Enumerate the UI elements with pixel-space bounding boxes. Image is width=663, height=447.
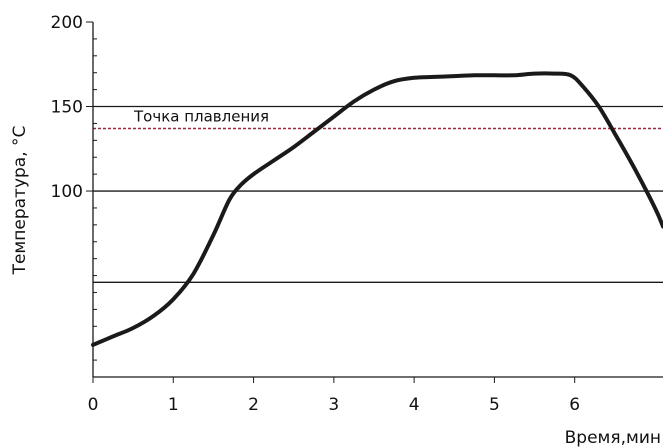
data-point-27 [597, 105, 600, 108]
x-tick-label-5: 5 [489, 395, 500, 415]
data-point-26 [581, 85, 584, 88]
data-point-16 [393, 80, 396, 83]
data-point-22 [513, 74, 516, 77]
axes [92, 22, 663, 378]
y-tick-label-100: 100 [51, 182, 83, 202]
y-axis-label: Температура, °C [10, 126, 30, 276]
data-point-15 [372, 88, 375, 91]
x-tick-label-3: 3 [328, 395, 339, 415]
data-point-13 [332, 115, 335, 118]
data-point-4 [172, 298, 175, 301]
x-tick-label-4: 4 [409, 395, 420, 415]
data-point-0 [92, 343, 95, 346]
data-point-30 [653, 206, 656, 209]
data-point-7 [228, 198, 231, 201]
x-tick-label-1: 1 [168, 395, 179, 415]
data-point-23 [533, 72, 536, 75]
x-tick-label-2: 2 [248, 395, 259, 415]
data-point-18 [433, 75, 436, 78]
y-tick-label-200: 200 [51, 13, 83, 33]
data-point-10 [272, 159, 275, 162]
data-point-21 [493, 74, 496, 77]
tick-marks [86, 21, 576, 383]
temperature-curve [91, 71, 663, 347]
data-point-17 [413, 76, 416, 79]
x-axis-label: Время,мин [565, 428, 661, 447]
data-point-5 [192, 272, 195, 275]
data-point-24 [553, 72, 556, 75]
data-point-25 [569, 74, 572, 77]
melting-point-label: Точка плавления [133, 108, 269, 126]
data-point-8 [240, 183, 243, 186]
data-point-28 [613, 132, 616, 135]
data-point-29 [633, 168, 636, 171]
data-point-2 [132, 326, 135, 329]
annotation-group: Точка плавления [93, 108, 663, 130]
tick-labels: 100 150 200 0 1 2 3 4 5 6 [51, 13, 581, 415]
data-point-1 [112, 335, 115, 338]
data-point-20 [473, 74, 476, 77]
y-tick-label-150: 150 [51, 98, 83, 118]
data-point-12 [312, 130, 315, 133]
data-point-3 [152, 315, 155, 318]
x-tick-label-6: 6 [569, 395, 580, 415]
data-point-19 [453, 75, 456, 78]
x-tick-label-0: 0 [88, 395, 99, 415]
data-point-6 [212, 234, 215, 237]
gridlines [93, 105, 663, 283]
data-point-11 [292, 146, 295, 149]
data-point-14 [352, 100, 355, 103]
data-point-9 [252, 173, 255, 176]
